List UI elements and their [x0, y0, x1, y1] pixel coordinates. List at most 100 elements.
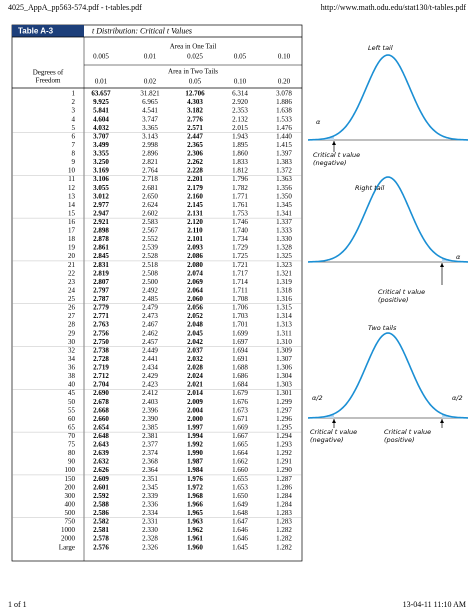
- diagram-label: Left tail: [368, 44, 393, 52]
- df-cell: 27: [68, 312, 76, 320]
- value-cell: 2.797: [93, 286, 109, 294]
- value-cell: 2.052: [187, 312, 203, 320]
- value-cell: 2.718: [142, 175, 158, 183]
- df-cell: 12: [68, 184, 76, 192]
- df-cell: 40: [68, 381, 76, 389]
- value-cell: 1.697: [232, 338, 248, 346]
- df-cell: 200: [65, 483, 76, 491]
- value-cell: 1.886: [276, 98, 292, 106]
- arrow-head: [440, 419, 444, 423]
- value-cell: 1.740: [232, 227, 248, 235]
- value-cell: 63.657: [91, 90, 111, 98]
- value-cell: 2.048: [187, 321, 203, 329]
- value-cell: 1.293: [276, 441, 292, 449]
- value-cell: 2.345: [142, 483, 158, 491]
- curve: [308, 176, 468, 263]
- value-cell: 2.179: [187, 184, 203, 192]
- df-cell: Large: [59, 543, 75, 551]
- table-border: [11, 24, 303, 562]
- value-cell: 3.365: [142, 124, 158, 132]
- df-cell: 16: [68, 218, 76, 226]
- df-cell: 29: [68, 329, 76, 337]
- value-cell: 2.145: [187, 201, 203, 209]
- value-cell: 2.947: [93, 209, 109, 217]
- value-cell: 3.182: [187, 107, 203, 115]
- value-cell: 1.283: [276, 518, 292, 526]
- value-cell: 1.650: [232, 492, 248, 500]
- value-cell: 1.282: [276, 543, 292, 551]
- df-cell: 20: [68, 252, 76, 260]
- value-cell: 1.994: [187, 432, 203, 440]
- value-cell: 2.086: [187, 252, 203, 260]
- value-cell: 2.998: [142, 141, 158, 149]
- value-cell: 1.533: [276, 115, 292, 123]
- value-cell: 2.668: [93, 406, 109, 414]
- df-cell: 3: [72, 107, 76, 115]
- df-cell: 300: [65, 492, 76, 500]
- df-cell: 100: [65, 466, 76, 474]
- value-cell: 2.552: [142, 235, 158, 243]
- value-cell: 2.508: [142, 269, 158, 277]
- diagram-label: α/2: [452, 394, 463, 402]
- value-cell: 1.990: [187, 449, 203, 457]
- value-cell: 1.711: [232, 286, 248, 294]
- value-cell: 2.898: [93, 227, 109, 235]
- value-cell: 1.645: [232, 543, 248, 551]
- value-cell: 2.878: [93, 235, 109, 243]
- value-cell: 3.499: [93, 141, 109, 149]
- df-cell: 17: [68, 227, 76, 235]
- value-cell: 1.318: [276, 286, 292, 294]
- value-cell: 1.286: [276, 483, 292, 491]
- value-cell: 2.920: [232, 98, 248, 106]
- value-cell: 1.372: [276, 167, 292, 175]
- table-label: Table A-3: [18, 27, 54, 36]
- value-cell: 2.764: [142, 167, 158, 175]
- value-cell: 4.604: [93, 115, 109, 123]
- value-cell: 1.992: [187, 441, 203, 449]
- value-cell: 1.313: [276, 321, 292, 329]
- value-cell: 2.069: [187, 278, 203, 286]
- value-cell: 2.009: [187, 398, 203, 406]
- value-cell: 2.485: [142, 295, 158, 303]
- value-cell: 2.921: [93, 218, 109, 226]
- value-cell: 1.356: [276, 184, 292, 192]
- value-cell: 3.250: [93, 158, 109, 166]
- value-cell: 1.701: [232, 321, 248, 329]
- df-cell: 75: [68, 441, 76, 449]
- value-cell: 2.351: [142, 475, 158, 483]
- value-cell: 1.284: [276, 500, 292, 508]
- value-cell: 2.381: [142, 432, 158, 440]
- df-cell: 10: [68, 167, 76, 175]
- value-cell: 1.833: [232, 158, 248, 166]
- value-cell: 2.609: [93, 475, 109, 483]
- value-cell: 2.807: [93, 278, 109, 286]
- value-cell: 1.699: [232, 329, 248, 337]
- value-cell: 1.345: [276, 201, 292, 209]
- value-cell: 2.624: [142, 201, 158, 209]
- value-cell: 2.763: [93, 321, 109, 329]
- value-cell: 1.653: [232, 483, 248, 491]
- value-cell: 1.301: [276, 389, 292, 397]
- column-head: 0.10: [278, 53, 291, 61]
- value-cell: 2.654: [93, 423, 109, 431]
- value-cell: 2.330: [142, 526, 158, 534]
- df-cell: 15: [68, 209, 76, 217]
- value-cell: 1.323: [276, 261, 292, 269]
- value-cell: 1.314: [276, 312, 292, 320]
- value-cell: 3.355: [93, 150, 109, 158]
- df-cell: 21: [68, 261, 76, 269]
- value-cell: 2.364: [142, 466, 158, 474]
- arrow-head: [332, 141, 336, 145]
- value-cell: 1.309: [276, 346, 292, 354]
- value-cell: 1.669: [232, 423, 248, 431]
- value-cell: 2.771: [93, 312, 109, 320]
- value-cell: 1.782: [232, 184, 248, 192]
- value-cell: 2.110: [187, 227, 203, 235]
- value-cell: 2.457: [142, 338, 158, 346]
- value-cell: 2.449: [142, 346, 158, 354]
- value-cell: 4.541: [142, 107, 158, 115]
- df-cell: 55: [68, 406, 76, 414]
- value-cell: 1.679: [232, 389, 248, 397]
- value-cell: 1.319: [276, 278, 292, 286]
